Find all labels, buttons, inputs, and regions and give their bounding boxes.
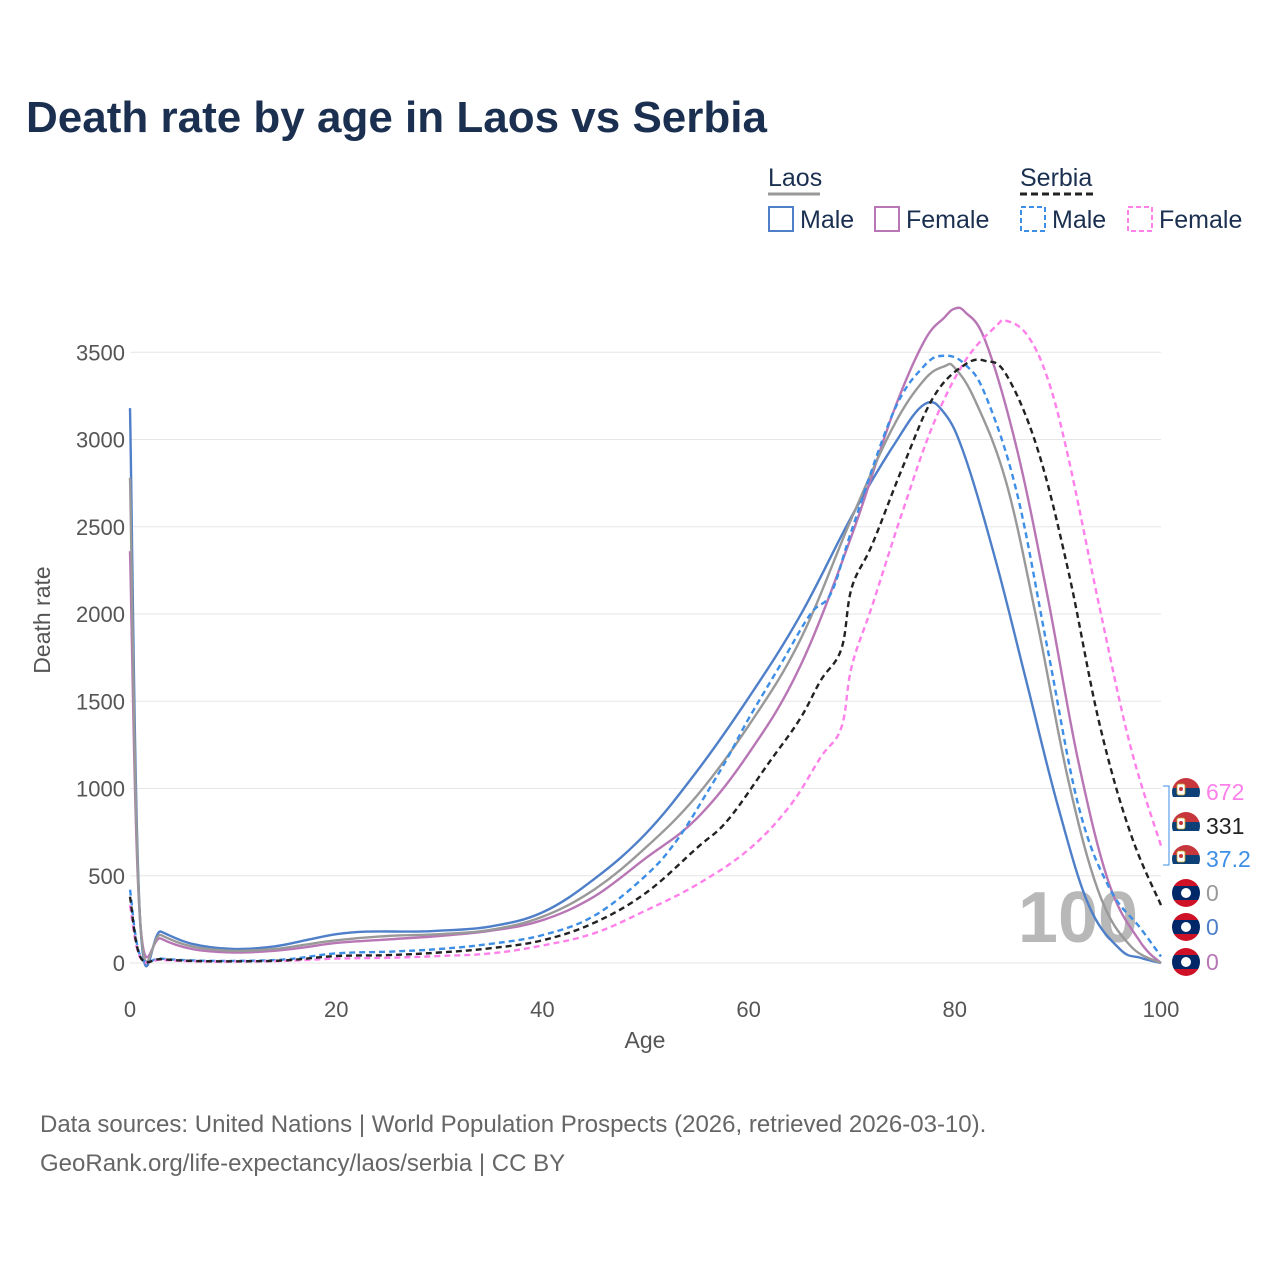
- y-tick-label-3500: 3500: [76, 340, 125, 365]
- end-label-value: 37.2: [1206, 846, 1251, 872]
- end-label-value: 672: [1206, 779, 1244, 805]
- x-tick-label-40: 40: [530, 997, 554, 1022]
- end-label-flag-serbia: [1172, 812, 1200, 840]
- legend-swatch-laos-male: [768, 206, 794, 232]
- y-tick-label-1000: 1000: [76, 777, 125, 802]
- label-connector: [1163, 785, 1170, 866]
- y-tick-label-2000: 2000: [76, 602, 125, 627]
- x-tick-label-20: 20: [324, 997, 348, 1022]
- series-line-serbia-female: [128, 318, 1163, 964]
- chart-title: Death rate by age in Laos vs Serbia: [26, 93, 767, 142]
- y-tick-label-1500: 1500: [76, 689, 125, 714]
- end-label-value: 0: [1206, 914, 1219, 940]
- end-label-value: 0: [1206, 880, 1219, 906]
- y-tick-label-0: 0: [113, 951, 125, 976]
- legend-label-serbia-female: Female: [1159, 206, 1242, 234]
- x-tick-label-0: 0: [124, 997, 136, 1022]
- end-label-value: 0: [1206, 949, 1219, 975]
- legend-swatch-laos-female: [874, 206, 900, 232]
- series-line-serbia-male: [128, 354, 1162, 964]
- y-tick-label-3000: 3000: [76, 428, 125, 453]
- legend-group-laos: Laos Male Female: [768, 164, 989, 234]
- legend-group-title-serbia: Serbia: [1020, 164, 1092, 192]
- end-label-flag-laos: [1172, 948, 1200, 976]
- x-tick-label-100: 100: [1143, 997, 1180, 1022]
- source-line-1: Data sources: United Nations | World Pop…: [40, 1111, 986, 1138]
- series-line-laos-female: [128, 306, 1162, 964]
- source-line-2: GeoRank.org/life-expectancy/laos/serbia …: [40, 1150, 565, 1177]
- series-line-laos-total: [128, 362, 1162, 965]
- x-axis-label: Age: [625, 1027, 666, 1053]
- series-line-laos-male: [128, 400, 1162, 968]
- legend: Laos Male Female Serbia Male Female: [768, 164, 1242, 234]
- series-layer: [128, 306, 1163, 968]
- legend-group-title-laos: Laos: [768, 164, 822, 192]
- watermark-age: 100: [1018, 878, 1138, 958]
- x-tick-label-60: 60: [736, 997, 760, 1022]
- y-tick-label-500: 500: [88, 864, 125, 889]
- end-label-flag-serbia: [1172, 845, 1200, 873]
- x-axis-ticks: 0 20 40 60 80 100: [124, 997, 1179, 1022]
- end-labels: 672 331 37.2 0 0 0: [1163, 778, 1251, 976]
- legend-label-serbia-male: Male: [1052, 206, 1106, 234]
- y-axis-ticks: 0 500 1000 1500 2000 2500 3000 3500: [76, 340, 125, 976]
- end-label-flag-serbia: [1172, 778, 1200, 806]
- legend-swatch-serbia-male: [1020, 206, 1046, 232]
- y-tick-label-2500: 2500: [76, 515, 125, 540]
- end-label-flag-laos: [1172, 879, 1200, 907]
- y-axis-label: Death rate: [29, 566, 55, 673]
- legend-label-laos-female: Female: [906, 206, 989, 234]
- grid: [130, 351, 1161, 964]
- legend-label-laos-male: Male: [800, 206, 854, 234]
- legend-swatch-serbia-female: [1127, 206, 1153, 232]
- legend-group-serbia: Serbia Male Female: [1020, 164, 1242, 234]
- series-line-serbia-total: [128, 358, 1163, 964]
- end-label-value: 331: [1206, 813, 1244, 839]
- end-label-flag-laos: [1172, 913, 1200, 941]
- x-tick-label-80: 80: [943, 997, 967, 1022]
